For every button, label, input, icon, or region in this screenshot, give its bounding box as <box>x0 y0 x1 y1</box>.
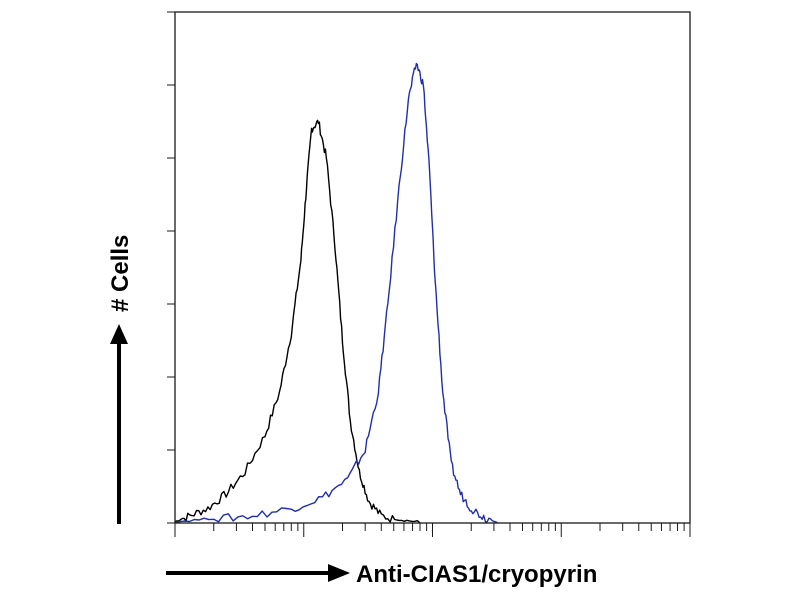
y-axis-arrow-head <box>110 324 128 344</box>
x-axis-label: Anti-CIAS1/cryopyrin <box>356 561 597 588</box>
y-axis-ticks <box>167 11 175 524</box>
x-axis-arrow-head <box>328 564 350 582</box>
series-control-line <box>174 119 421 524</box>
x-axis-ticks <box>174 523 691 537</box>
plot-frame <box>174 11 691 524</box>
y-axis-label: # Cells <box>107 235 134 312</box>
series-group <box>174 62 498 524</box>
series-antibody-line <box>174 62 498 524</box>
